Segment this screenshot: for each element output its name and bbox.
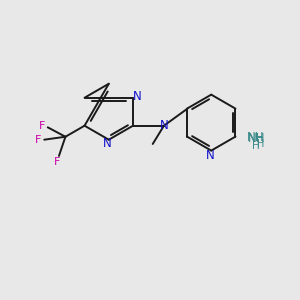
Text: NH: NH [248,133,265,146]
Text: F: F [35,135,41,145]
Text: N: N [160,119,168,132]
Text: H: H [257,139,265,149]
Text: H: H [252,141,260,151]
Text: N: N [206,149,214,162]
Text: NH: NH [247,131,264,144]
Text: N: N [103,137,112,150]
Text: F: F [39,121,46,130]
Text: N: N [133,90,141,103]
Text: F: F [54,158,61,167]
